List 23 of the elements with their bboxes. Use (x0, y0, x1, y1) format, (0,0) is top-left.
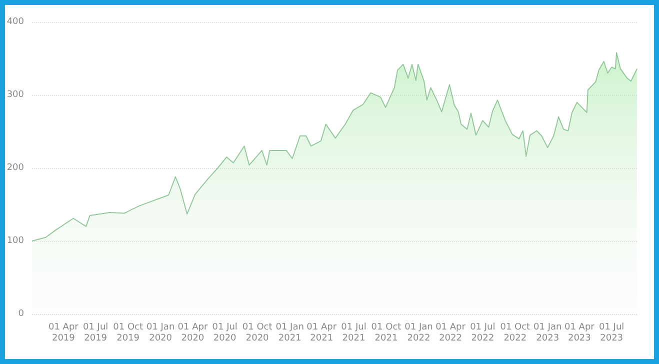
x-tick-label: 01 Jan 2022 (404, 322, 433, 344)
x-tick-label: 01 Oct 2019 (113, 322, 144, 344)
x-tick-label: 01 Jul 2019 (82, 322, 108, 344)
x-tick-label: 01 Apr 2020 (178, 322, 208, 344)
x-tick-label: 01 Apr 2023 (564, 322, 595, 344)
x-tick-label: 01 Oct 2020 (242, 322, 273, 344)
y-tick-label: 300 (6, 90, 24, 100)
x-tick-label: 01 Jan 2020 (146, 322, 175, 344)
x-tick-label: 01 Jan 2023 (534, 322, 562, 344)
x-tick-label: 01 Jul 2023 (598, 322, 624, 344)
x-tick-label: 01 Jul 2021 (341, 322, 366, 344)
x-tick-label: 01 Jul 2022 (470, 322, 496, 344)
y-tick-label: 400 (6, 17, 24, 27)
x-tick-label: 01 Oct 2022 (500, 322, 531, 344)
x-tick-label: 01 Apr 2022 (436, 322, 466, 344)
y-tick-label: 200 (6, 163, 24, 173)
x-tick-label: 01 Apr 2021 (306, 322, 337, 344)
x-tick-label: 01 Jul 2020 (212, 322, 238, 344)
x-tick-label: 01 Oct 2021 (371, 322, 402, 344)
y-tick-label: 0 (18, 309, 24, 319)
x-tick-label: 01 Apr 2019 (48, 322, 79, 344)
x-tick-label: 01 Jan 2021 (276, 322, 304, 344)
y-tick-label: 100 (6, 236, 24, 246)
